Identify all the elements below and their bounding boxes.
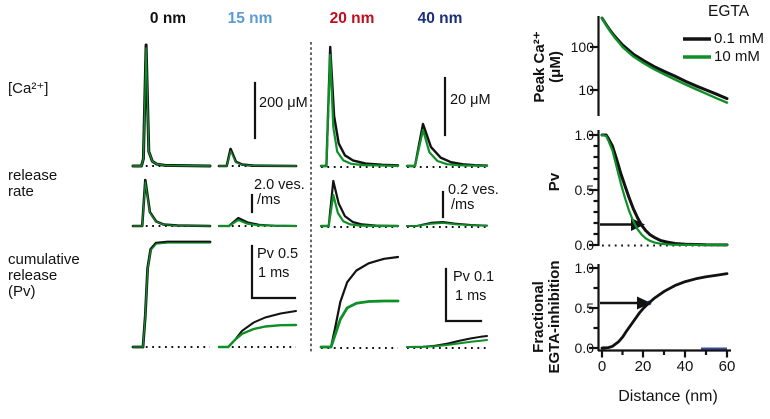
marker-0nm-zero (602, 346, 606, 350)
trace-r0-c1-green (218, 150, 297, 167)
column-header-15nm: 15 nm (227, 10, 273, 27)
trace-r2-c1-black (218, 310, 297, 348)
right-axes (589, 16, 731, 358)
trace-r1-c1-black (217, 216, 298, 228)
row-label-cum: cumulative release (Pv) (8, 251, 80, 300)
trace-r1-c2-black (319, 179, 400, 228)
column-header-40nm: 40 nm (417, 10, 463, 27)
column-header-20nm: 20 nm (329, 10, 375, 27)
row-label-rate: release rate (8, 167, 58, 200)
scalebar-label-ca-15nm: 200 μM (259, 95, 308, 111)
marker-20nm-on-curve (646, 300, 652, 306)
trace-r1-c3-green (406, 222, 488, 227)
pv-tick-1.0: 1.0 (574, 127, 594, 143)
trace-r1-c1-green (218, 219, 297, 227)
scalebar-label-cum-40nm-ms: 1 ms (455, 288, 487, 304)
trace-r1-c0-black (131, 178, 212, 228)
trace-r0-c3-green (405, 128, 489, 168)
inh-tick-1.0: 1.0 (574, 260, 594, 276)
xtick-20: 20 (634, 358, 652, 375)
trace-r0-c2-black (319, 45, 400, 168)
trace-r1-c2-green (319, 193, 400, 228)
trace-r2-c2-black (319, 255, 400, 349)
xtick-60: 60 (718, 358, 736, 375)
ytick-100: 100 (570, 39, 594, 55)
trace-r0-c1-black (217, 147, 298, 168)
ytick-10: 10 (578, 82, 594, 98)
row-label-ca: [Ca²⁺] (8, 80, 49, 97)
trace-r0-c3-black (405, 122, 489, 168)
trace-r2-c3-black (406, 335, 488, 348)
inh-tick-0.0: 0.0 (574, 340, 594, 356)
xtick-40: 40 (676, 358, 694, 375)
inhibition-arrow-head (637, 296, 651, 310)
dotted-baselines (133, 164, 728, 350)
legend-label-10mM: 10 mM (714, 48, 760, 65)
trace-r0-c0-green (132, 47, 211, 167)
trace-r2-c0-black (131, 240, 212, 349)
pv-curve-black (600, 133, 729, 247)
peak_ca-curve-green (600, 16, 729, 104)
pv-tick-0.0: 0.0 (574, 237, 594, 253)
scalebar-label-ca-40nm: 20 μM (450, 92, 491, 108)
xaxis-label-distance: Distance (nm) (618, 388, 718, 405)
trace-r2-c3-green (406, 339, 488, 348)
data-curves (131, 16, 729, 350)
scalebar-label-rate-40nm-ms: /ms (451, 197, 475, 213)
column-header-0nm: 0 nm (149, 10, 187, 27)
xtick-0: 0 (597, 358, 607, 375)
blue-markers (602, 300, 727, 350)
trace-r1-c0-green (132, 181, 211, 227)
trace-r0-c0-black (131, 43, 212, 168)
trace-r1-c3-black (406, 221, 488, 227)
scalebar-label-rate-15nm-ms: /ms (257, 192, 281, 208)
legend-title-egta: EGTA (708, 3, 750, 20)
pv-arrow-head (631, 218, 645, 231)
peak_ca-curve-black (600, 16, 729, 101)
trace-r2-c0-green (132, 242, 211, 348)
inh-tick-0.5: 0.5 (574, 300, 594, 316)
scalebar-label-cum-15nm-ms: 1 ms (258, 265, 290, 281)
trace-r2-c1-green (217, 323, 298, 349)
scalebar-label-rate-40nm: 0.2 ves. (448, 182, 499, 198)
pv-curve-green (600, 133, 729, 247)
trace-r0-c2-green (319, 53, 400, 168)
ylabel-pv: Pv (546, 172, 563, 192)
scale-bars (250, 76, 483, 323)
ylabel-egta-inhibition: Fractional EGTA-inhibition (530, 260, 563, 374)
annotation-arrows (600, 218, 651, 310)
egta_inhibition-curve-black (600, 272, 729, 350)
ylabel-peak-ca: Peak Ca²⁺ (μM) (531, 31, 564, 103)
scalebar-label-rate-15nm: 2.0 ves. (254, 177, 305, 193)
trace-r2-c2-green (319, 299, 400, 349)
scalebar-label-cum-40nm-pv: Pv 0.1 (453, 269, 495, 285)
legend-label-0.1mM: 0.1 mM (714, 30, 765, 47)
scalebar-label-cum-15nm-pv: Pv 0.5 (257, 246, 299, 262)
pv-tick-0.5: 0.5 (574, 182, 594, 198)
